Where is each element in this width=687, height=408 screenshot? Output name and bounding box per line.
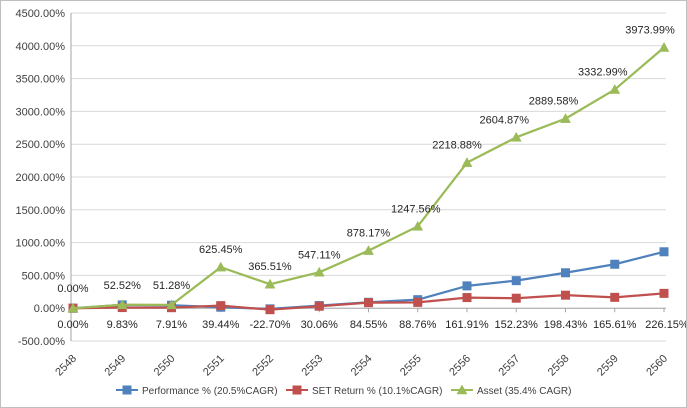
- series-line: [72, 46, 665, 310]
- data-label: 88.76%: [399, 319, 437, 331]
- data-point: [609, 84, 621, 94]
- y-tick-label: 1500.00%: [15, 205, 65, 217]
- data-label: 3332.99%: [578, 67, 628, 79]
- data-point: [364, 298, 373, 308]
- data-point: [511, 276, 521, 286]
- data-label: 878.17%: [347, 228, 391, 240]
- legend-label: SET Return % (10.1%CAGR): [312, 386, 442, 397]
- y-tick-label: 1000.00%: [15, 238, 65, 250]
- legend-item: SET Return % (10.1%CAGR): [286, 385, 442, 397]
- x-tick-label: 2550: [152, 353, 178, 379]
- data-point: [122, 385, 132, 395]
- data-label: 0.00%: [57, 283, 88, 295]
- data-label: 165.61%: [593, 319, 637, 331]
- data-point: [510, 131, 522, 142]
- data-point: [265, 305, 275, 315]
- y-tick-label: 3000.00%: [15, 106, 65, 118]
- x-tick-label: 2548: [53, 353, 79, 379]
- x-tick-label: 2556: [447, 353, 473, 379]
- data-label: 1247.56%: [391, 203, 441, 215]
- data-point: [166, 299, 177, 310]
- legend: Performance % (20.5%CAGR) SET Return % (1…: [116, 384, 571, 397]
- data-label: 9.83%: [107, 319, 138, 331]
- legend-label: Asset (35.4% CAGR): [477, 386, 571, 397]
- data-label: 547.11%: [298, 249, 341, 261]
- data-point: [560, 113, 571, 123]
- data-label: 84.55%: [350, 319, 388, 331]
- x-tick-label: 2551: [201, 353, 227, 379]
- data-point: [658, 41, 670, 52]
- data-label: 30.06%: [301, 319, 339, 331]
- data-point: [215, 261, 227, 272]
- data-point: [511, 293, 521, 303]
- y-tick-label: 2000.00%: [15, 172, 65, 184]
- data-label: -22.70%: [250, 319, 291, 331]
- x-tick-label: 2549: [103, 353, 129, 379]
- data-point: [561, 268, 570, 278]
- data-point: [413, 297, 423, 307]
- data-point: [264, 278, 276, 289]
- data-point: [363, 245, 374, 255]
- x-tick-label: 2557: [497, 353, 523, 379]
- data-labels: 0.00% 9.83% 7.91% 39.44% -22.70% 30.06% 84.55%…: [57, 25, 686, 331]
- data-label: 52.52%: [104, 280, 142, 292]
- data-label: 365.51%: [248, 261, 292, 273]
- data-point: [313, 266, 325, 277]
- data-label: 3973.99%: [625, 25, 675, 37]
- x-tick-label: 2553: [300, 353, 326, 379]
- legend-label: Performance % (20.5%CAGR): [142, 386, 278, 397]
- y-tick-label: -500.00%: [18, 336, 65, 348]
- data-point: [216, 301, 226, 311]
- data-point: [67, 302, 79, 313]
- data-label: 226.15%: [645, 319, 686, 331]
- y-tick-label: 4500.00%: [15, 8, 65, 20]
- data-point: [561, 290, 570, 300]
- data-label: 2604.87%: [479, 114, 529, 126]
- x-tick-label: 2555: [398, 353, 424, 379]
- data-label: 51.28%: [153, 280, 191, 292]
- data-point: [462, 281, 472, 291]
- y-tick-label: 4000.00%: [15, 41, 65, 53]
- x-tick-label: 2559: [595, 353, 621, 379]
- series: [67, 41, 670, 313]
- y-tick-label: 3500.00%: [15, 74, 65, 86]
- data-point: [461, 157, 473, 167]
- y-tick-label: 500.00%: [22, 270, 66, 282]
- legend-item: Asset (35.4% CAGR): [451, 384, 571, 397]
- data-label: 0.00%: [57, 319, 88, 331]
- data-label: 152.23%: [495, 319, 539, 331]
- data-point: [659, 247, 669, 257]
- data-point: [462, 293, 472, 303]
- data-point: [314, 301, 324, 311]
- y-tick-label: 2500.00%: [15, 139, 65, 151]
- x-tick-label: 2552: [250, 353, 276, 379]
- data-label: 2218.88%: [432, 140, 482, 152]
- data-point: [659, 288, 669, 298]
- y-tick-label: 0.00%: [34, 303, 65, 315]
- x-tick-label: 2558: [546, 353, 572, 379]
- data-label: 7.91%: [156, 319, 187, 331]
- data-point: [116, 299, 128, 310]
- legend-item: Performance % (20.5%CAGR): [116, 385, 278, 397]
- data-label: 2889.58%: [529, 96, 579, 108]
- data-point: [292, 385, 302, 395]
- x-tick-label: 2554: [349, 353, 375, 379]
- x-tick-label: 2560: [644, 353, 670, 379]
- data-point: [610, 292, 620, 302]
- data-label: 161.91%: [445, 319, 489, 331]
- data-point: [610, 259, 620, 269]
- data-point: [412, 220, 424, 231]
- data-label: 625.45%: [199, 244, 243, 256]
- data-label: 198.43%: [544, 319, 588, 331]
- data-point: [456, 384, 468, 395]
- series-lines: [67, 41, 670, 315]
- data-label: 39.44%: [202, 319, 240, 331]
